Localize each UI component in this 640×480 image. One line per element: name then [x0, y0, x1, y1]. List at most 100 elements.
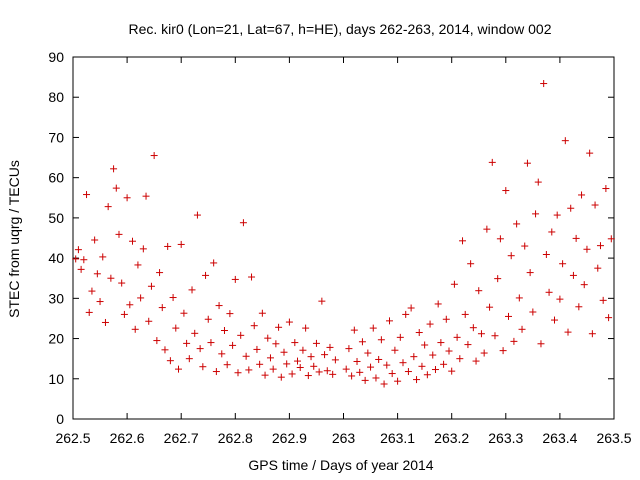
data-point: [515, 294, 523, 302]
data-point: [158, 304, 166, 312]
data-point: [180, 309, 188, 317]
data-point: [321, 351, 329, 359]
data-point: [226, 310, 234, 318]
data-point: [112, 184, 120, 192]
data-point: [220, 327, 228, 335]
data-point: [556, 295, 564, 303]
data-point: [605, 314, 613, 322]
data-point: [594, 264, 602, 272]
data-point: [526, 269, 534, 277]
data-point: [537, 340, 545, 348]
data-point: [104, 203, 112, 211]
data-point: [385, 317, 393, 325]
data-point: [391, 346, 399, 354]
data-point: [172, 324, 180, 332]
data-point: [269, 365, 277, 373]
data-point: [372, 374, 380, 382]
data-point: [185, 355, 193, 363]
data-point: [534, 178, 542, 186]
data-point: [264, 334, 272, 342]
data-point: [545, 288, 553, 296]
data-point: [437, 339, 445, 347]
data-point: [429, 351, 437, 359]
data-point: [310, 362, 318, 370]
data-point: [450, 280, 458, 288]
data-point: [88, 287, 96, 295]
data-point: [191, 329, 199, 337]
data-point: [586, 149, 594, 157]
data-point: [445, 347, 453, 355]
data-point: [415, 329, 423, 337]
data-point: [469, 324, 477, 332]
data-point: [229, 341, 237, 349]
data-point: [523, 159, 531, 167]
data-point: [199, 363, 207, 371]
data-point: [464, 341, 472, 349]
data-point: [480, 349, 488, 357]
data-point: [304, 372, 312, 380]
data-point: [513, 220, 521, 228]
data-point: [596, 242, 604, 250]
data-point: [223, 361, 231, 369]
data-point: [569, 271, 577, 279]
data-point: [486, 303, 494, 311]
data-point: [131, 325, 139, 333]
data-point: [567, 204, 575, 212]
data-point: [510, 337, 518, 345]
data-point: [578, 191, 586, 199]
data-point: [410, 353, 418, 361]
y-tick-label: 60: [48, 170, 64, 186]
data-point: [280, 348, 288, 356]
data-point: [418, 362, 426, 370]
data-point: [261, 371, 269, 379]
data-point: [231, 275, 239, 283]
data-point: [353, 357, 361, 365]
data-point: [183, 339, 191, 347]
plot-border: [72, 56, 615, 420]
data-point: [248, 273, 256, 281]
data-point: [399, 359, 407, 367]
data-point: [505, 312, 513, 320]
data-point: [147, 282, 155, 290]
data-point: [93, 270, 101, 278]
data-point: [548, 228, 556, 236]
data-point: [139, 245, 147, 253]
data-point: [126, 301, 134, 309]
data-point: [291, 339, 299, 347]
data-point: [134, 261, 142, 269]
data-point: [237, 331, 245, 339]
data-point: [402, 310, 410, 318]
data-point: [283, 360, 291, 368]
y-tick-label: 50: [48, 210, 64, 226]
data-point: [550, 316, 558, 324]
x-tick-label: 263.4: [542, 430, 577, 446]
data-point: [296, 364, 304, 372]
data-point: [177, 240, 185, 248]
data-points: [72, 80, 615, 388]
data-point: [207, 339, 215, 347]
data-point: [475, 287, 483, 295]
y-tick-label: 40: [48, 250, 64, 266]
data-point: [472, 357, 480, 365]
data-point: [210, 259, 218, 267]
data-point: [329, 370, 337, 378]
data-point: [204, 315, 212, 323]
data-point: [218, 350, 226, 358]
x-tick-label: 263: [332, 430, 356, 446]
data-point: [361, 376, 369, 384]
data-point: [312, 339, 320, 347]
data-point: [275, 323, 283, 331]
data-point: [459, 237, 467, 245]
data-point: [77, 265, 85, 273]
data-point: [431, 366, 439, 374]
data-point: [142, 192, 150, 200]
data-point: [561, 137, 569, 145]
x-axis-label: GPS time / Days of year 2014: [248, 457, 433, 473]
data-point: [375, 355, 383, 363]
data-point: [193, 211, 201, 219]
data-point: [383, 361, 391, 369]
data-point: [421, 341, 429, 349]
data-point: [294, 357, 302, 365]
data-point: [456, 355, 464, 363]
